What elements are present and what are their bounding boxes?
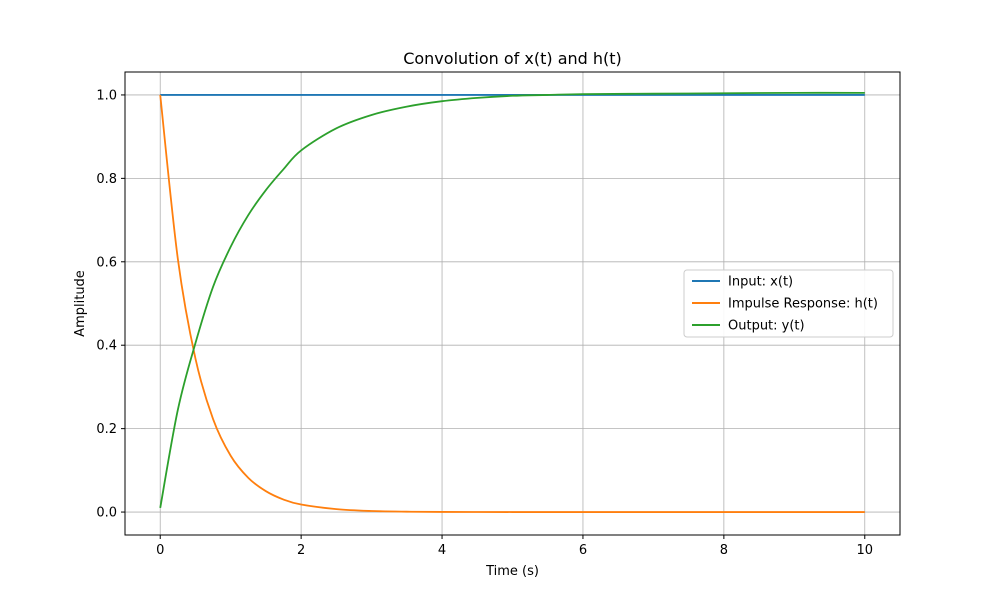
plot-frame xyxy=(124,71,901,536)
x-tick-label: 4 xyxy=(438,543,446,558)
x-axis-label: Time (s) xyxy=(485,564,539,579)
chart-title: Convolution of x(t) and h(t) xyxy=(403,49,622,68)
y-tick-label: 0.0 xyxy=(96,506,117,521)
legend-box xyxy=(683,269,894,338)
x-tick-label: 8 xyxy=(720,543,728,558)
series-line-1 xyxy=(159,94,865,513)
y-tick-label: 0.6 xyxy=(96,255,117,270)
axis-ticks: 0 2 4 6 8 10 0.0 0.2 0.4 0.6 0.8 1.0 xyxy=(96,88,873,558)
x-tick-label: 6 xyxy=(579,543,587,558)
x-tick-label: 0 xyxy=(156,543,164,558)
legend-label: Input: x(t) xyxy=(728,275,793,290)
y-tick-label: 1.0 xyxy=(96,88,117,103)
y-tick-label: 0.4 xyxy=(96,339,117,354)
legend: Input: x(t) Impulse Response: h(t) Output:… xyxy=(683,269,894,338)
series-line-2 xyxy=(159,91,865,509)
y-tick-label: 0.8 xyxy=(96,172,117,187)
legend-label: Output: y(t) xyxy=(728,319,805,334)
y-axis-label: Amplitude xyxy=(73,270,88,337)
series-layer xyxy=(159,91,865,513)
y-tick-label: 0.2 xyxy=(96,422,117,437)
x-tick-label: 10 xyxy=(856,543,873,558)
legend-label: Impulse Response: h(t) xyxy=(728,297,878,312)
x-tick-label: 2 xyxy=(297,543,305,558)
